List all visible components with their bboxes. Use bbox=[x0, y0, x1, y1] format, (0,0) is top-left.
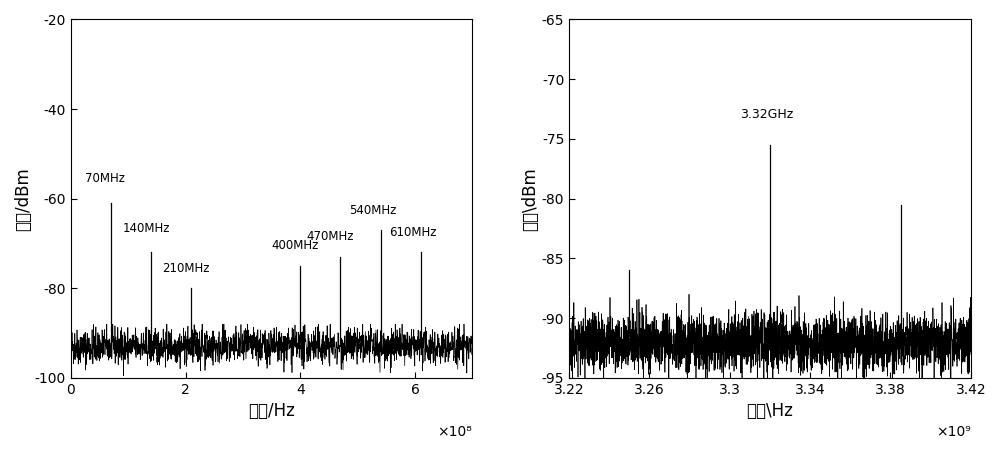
Text: 3.32GHz: 3.32GHz bbox=[740, 108, 793, 121]
Text: 470MHz: 470MHz bbox=[306, 230, 354, 244]
Text: 540MHz: 540MHz bbox=[349, 203, 396, 216]
Text: ×10⁸: ×10⁸ bbox=[438, 424, 472, 438]
Text: 70MHz: 70MHz bbox=[85, 172, 125, 185]
X-axis label: 频率/Hz: 频率/Hz bbox=[248, 402, 295, 420]
X-axis label: 频率\Hz: 频率\Hz bbox=[747, 402, 793, 420]
Text: 610MHz: 610MHz bbox=[389, 226, 437, 239]
Y-axis label: 功率/dBm: 功率/dBm bbox=[14, 167, 32, 230]
Text: 140MHz: 140MHz bbox=[122, 221, 170, 235]
Text: 210MHz: 210MHz bbox=[163, 262, 210, 275]
Text: ×10⁹: ×10⁹ bbox=[936, 424, 971, 438]
Text: 400MHz: 400MHz bbox=[272, 239, 319, 253]
Y-axis label: 功率\dBm: 功率\dBm bbox=[521, 167, 539, 230]
